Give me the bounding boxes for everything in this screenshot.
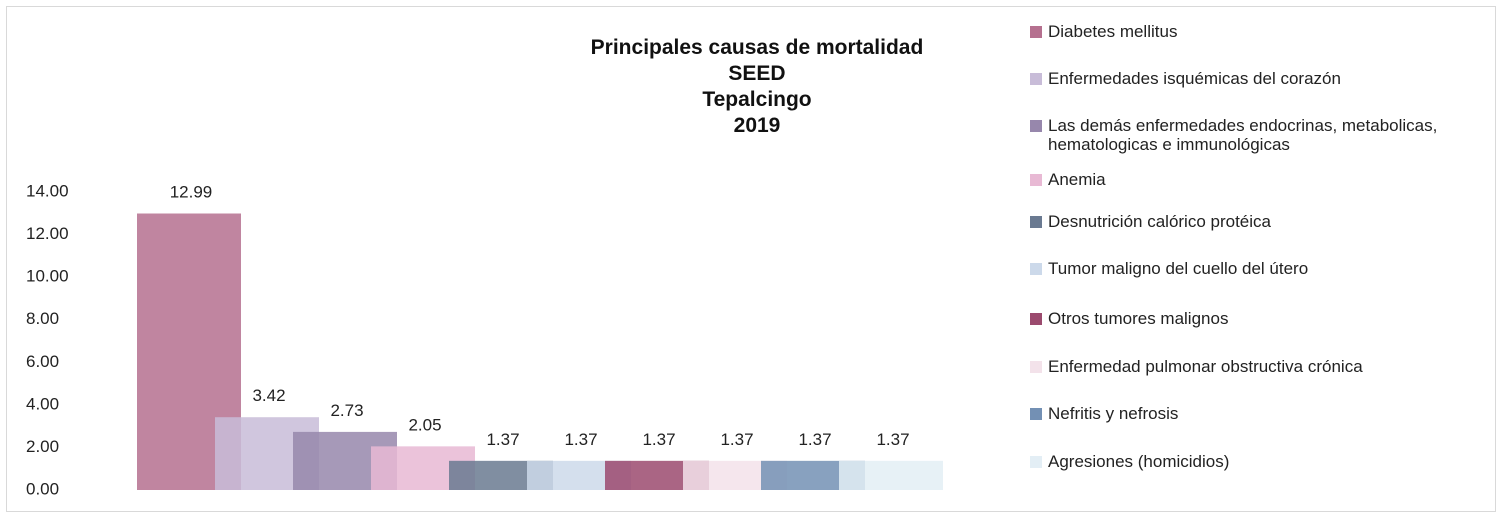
legend-swatch (1030, 174, 1042, 186)
data-label: 1.37 (720, 430, 753, 449)
legend-swatch (1030, 313, 1042, 325)
y-tick-label: 0.00 (26, 479, 59, 498)
data-label: 1.37 (642, 430, 675, 449)
data-label: 1.37 (486, 430, 519, 449)
legend-item: Enfermedades isquémicas del corazón (1030, 69, 1341, 88)
chart-frame (6, 6, 1496, 512)
y-tick-label: 4.00 (26, 394, 59, 413)
chart: Principales causas de mortalidad SEED Tepa… (26, 36, 943, 498)
chart-title: SEED (728, 62, 785, 85)
legend-item: Anemia (1030, 170, 1106, 189)
legend-item: Desnutrición calórico protéica (1030, 212, 1271, 231)
legend-swatch (1030, 263, 1042, 275)
legend-item: Las demás enfermedades endocrinas, metab… (1030, 116, 1495, 154)
legend-swatch (1030, 26, 1042, 38)
legend-label: Las demás enfermedades endocrinas, metab… (1048, 116, 1438, 154)
data-label: 1.37 (876, 430, 909, 449)
y-tick-label: 8.00 (26, 309, 59, 328)
legend-swatch (1030, 73, 1042, 85)
legend-label: Nefritis y nefrosis (1048, 404, 1179, 423)
y-tick-label: 12.00 (26, 224, 69, 243)
legend-swatch (1030, 216, 1042, 228)
legend-label: Anemia (1048, 170, 1106, 189)
legend-item: Diabetes mellitus (1030, 22, 1177, 41)
y-tick-label: 6.00 (26, 352, 59, 371)
y-tick-label: 2.00 (26, 437, 59, 456)
legend-item: Agresiones (homicidios) (1030, 452, 1229, 471)
legend-label: Enfermedades isquémicas del corazón (1048, 69, 1341, 88)
chart-title: 2019 (734, 114, 781, 137)
legend-label: Tumor maligno del cuello del útero (1048, 259, 1309, 278)
chart-title: Principales causas de mortalidad (591, 36, 924, 59)
legend-label: Otros tumores malignos (1048, 309, 1229, 328)
data-label: 2.05 (408, 415, 441, 434)
legend-item: Nefritis y nefrosis (1030, 404, 1178, 423)
data-label: 1.37 (798, 430, 831, 449)
data-label: 3.42 (252, 386, 285, 405)
legend-swatch (1030, 456, 1042, 468)
legend-label: Agresiones (homicidios) (1048, 452, 1230, 471)
data-label: 1.37 (564, 430, 597, 449)
y-tick-label: 10.00 (26, 267, 69, 286)
legend-item: Enfermedad pulmonar obstructiva crónica (1030, 357, 1363, 376)
legend-swatch (1030, 120, 1042, 132)
chart-title: Tepalcingo (702, 88, 811, 111)
legend-label: Diabetes mellitus (1048, 22, 1178, 41)
bar (839, 460, 943, 490)
legend-swatch (1030, 408, 1042, 420)
data-label: 12.99 (170, 182, 213, 201)
legend-item: Tumor maligno del cuello del útero (1030, 259, 1308, 278)
y-tick-label: 14.00 (26, 181, 69, 200)
legend-item: Otros tumores malignos (1030, 309, 1228, 328)
legend-swatch (1030, 361, 1042, 373)
legend-label: Desnutrición calórico protéica (1048, 212, 1271, 231)
legend-label: Enfermedad pulmonar obstructiva crónica (1048, 357, 1363, 376)
data-label: 2.73 (330, 401, 363, 420)
